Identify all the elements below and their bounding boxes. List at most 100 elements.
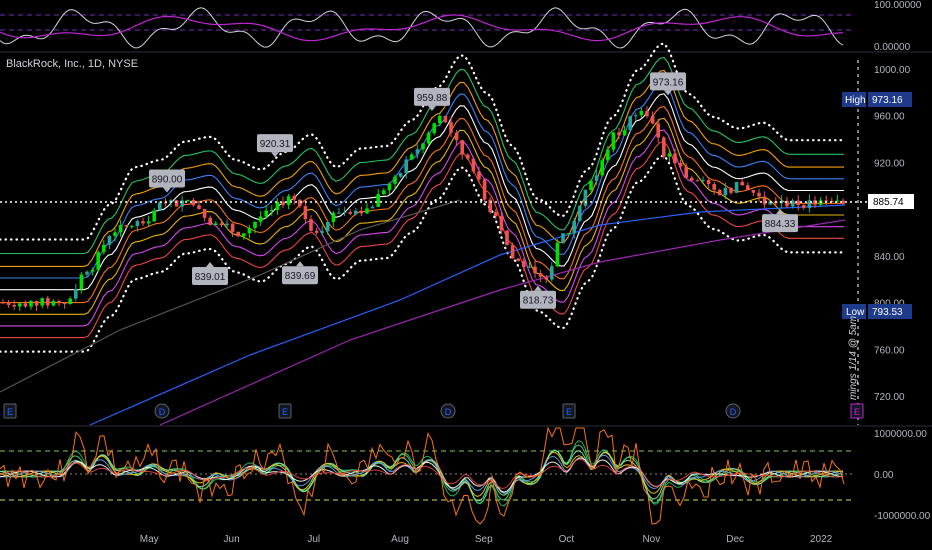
candle-body: [320, 231, 324, 233]
earnings-marker[interactable]: E: [850, 403, 864, 419]
candle-body: [734, 181, 739, 193]
pivot-label-text: 959.88: [417, 93, 448, 104]
envelope-band: [0, 56, 844, 255]
dividend-marker[interactable]: D: [725, 403, 741, 419]
envelope-band: [0, 117, 844, 315]
envelope-band: [0, 129, 844, 327]
symbol-title: BlackRock, Inc., 1D, NYSE: [6, 58, 139, 70]
candle-body: [785, 200, 789, 207]
candle-body: [152, 210, 156, 222]
candle-body: [790, 200, 795, 207]
candle-body: [376, 194, 380, 207]
candle-body: [225, 223, 229, 226]
candle-body: [275, 201, 280, 210]
candle-body: [555, 242, 560, 267]
candle-body: [370, 206, 375, 209]
candle-body: [645, 110, 649, 116]
last-price-badge: 885.74: [868, 194, 914, 209]
candle-body: [326, 221, 330, 232]
moving-average-line: [89, 204, 846, 426]
pivot-label: 884.33: [762, 209, 798, 233]
candle-body: [85, 271, 89, 275]
time-axis-tick: Jun: [224, 534, 240, 545]
candle-body: [578, 205, 582, 221]
last-price-value: 885.74: [873, 197, 904, 208]
earnings-marker[interactable]: E: [278, 403, 292, 419]
dividend-marker[interactable]: D: [154, 403, 170, 419]
time-axis-tick: May: [140, 534, 159, 545]
candle-body: [566, 233, 571, 235]
low-badge-value: 793.53: [872, 307, 903, 318]
candle-body: [281, 201, 285, 205]
candle-body: [202, 208, 207, 218]
oscillator-ribbon: [0, 458, 844, 489]
candle-body: [628, 116, 632, 131]
candle-body: [432, 123, 436, 134]
candle-body: [751, 190, 756, 193]
candle-body: [835, 200, 840, 202]
price-axis-tick: 720.00: [874, 392, 905, 403]
candle-body: [331, 212, 336, 222]
candle-body: [594, 175, 599, 181]
candle-body: [270, 209, 274, 211]
candle-body: [292, 196, 296, 200]
candle-body: [146, 221, 151, 224]
candle-body: [354, 210, 358, 214]
candle-body: [477, 171, 481, 180]
candle-body: [57, 300, 61, 304]
candle-body: [337, 212, 341, 214]
candle-body: [482, 179, 487, 200]
candle-body: [410, 154, 414, 160]
candle-body: [18, 303, 22, 307]
candle-body: [796, 200, 800, 206]
oscillator-line: [0, 7, 844, 49]
event-marker-text: D: [730, 407, 737, 417]
price-axis-tick: 960.00: [874, 112, 905, 123]
dividend-marker[interactable]: D: [440, 403, 456, 419]
candle-body: [107, 236, 112, 245]
candle-body: [398, 173, 403, 177]
earnings-marker[interactable]: E: [3, 403, 17, 419]
candle-body: [118, 225, 123, 233]
candle-body: [1, 302, 5, 304]
candle-body: [667, 153, 672, 157]
candle-body: [6, 302, 11, 305]
candle-body: [46, 298, 50, 306]
earnings-marker[interactable]: E: [562, 403, 576, 419]
earnings-note: mings 1/14 @ 5am: [848, 316, 859, 400]
time-axis-tick: Jul: [307, 534, 320, 545]
high-badge-label: High: [845, 95, 866, 106]
oscillator-signal-line: [0, 14, 843, 42]
candle-body: [572, 220, 576, 234]
pivot-label-text: 818.73: [523, 296, 554, 307]
candle-body: [393, 176, 397, 184]
candle-body: [214, 223, 218, 225]
candle-body: [90, 269, 95, 272]
candle-body: [51, 300, 56, 306]
candle-body: [426, 133, 431, 144]
candle-body: [443, 115, 448, 123]
candle-body: [286, 196, 291, 205]
pivot-label-text: 839.69: [285, 271, 316, 282]
candle-body: [466, 154, 470, 159]
candle-body: [40, 298, 44, 306]
candle-body: [314, 230, 319, 233]
candle-body: [589, 180, 593, 191]
candle-body: [208, 217, 212, 225]
bottom-axis-tick: -1000000.00: [874, 511, 931, 522]
candle-body: [768, 201, 772, 205]
envelope-band: [0, 42, 846, 241]
candle-body: [258, 216, 263, 222]
candle-body: [236, 231, 240, 237]
price-panel: 890.00 839.01 920.31 839.69 959.88 818.73 973.…: [0, 42, 914, 426]
candle-body: [230, 223, 235, 232]
candle-body: [186, 199, 190, 201]
candle-body: [762, 196, 767, 205]
candle-body: [650, 115, 655, 124]
pivot-label: 818.73: [520, 285, 556, 309]
candle-body: [678, 163, 683, 167]
envelope-band: [0, 105, 844, 304]
candle-body: [359, 210, 364, 214]
candle-body: [550, 266, 554, 280]
